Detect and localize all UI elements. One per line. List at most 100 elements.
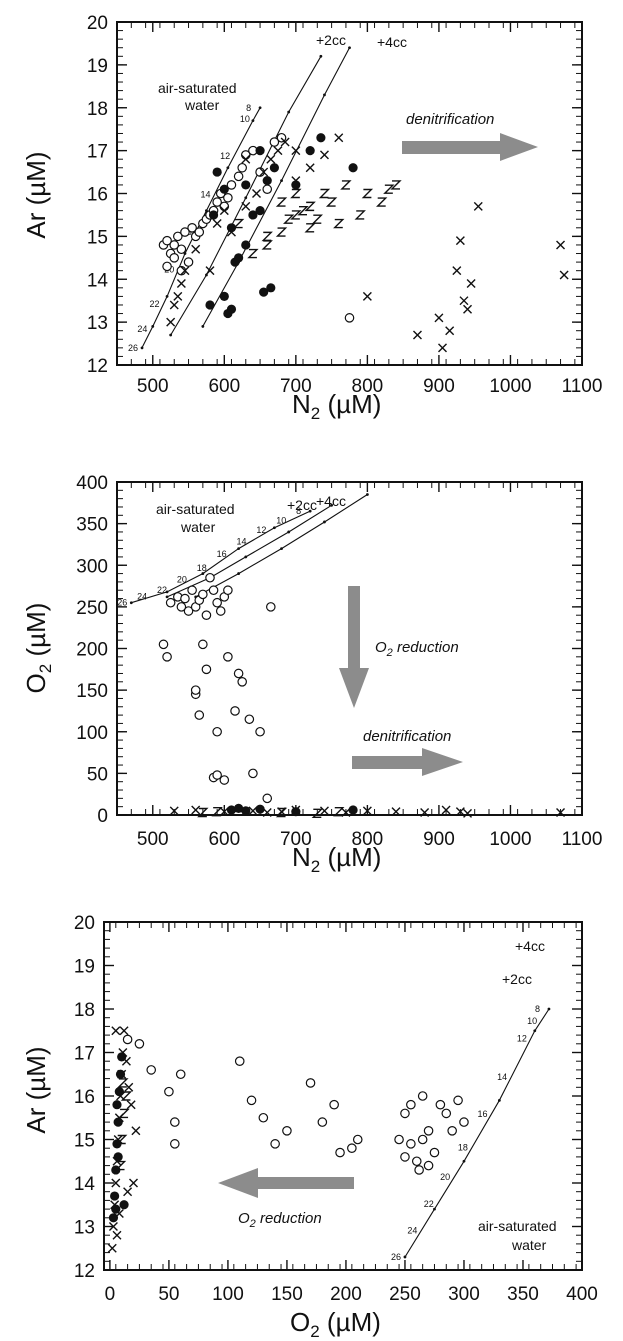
z-marker-point	[211, 806, 223, 817]
open-circle-point	[417, 1134, 428, 1145]
open-circle-point	[165, 597, 176, 608]
open-circle-point	[435, 1099, 446, 1110]
x-tick-label: 400	[566, 1284, 598, 1305]
curve-number-label: 26	[128, 343, 138, 353]
y-tick-label: 17	[87, 142, 108, 163]
x-marker-point	[173, 291, 183, 301]
open-circle-point	[212, 770, 222, 780]
z-marker-point	[261, 240, 273, 250]
curve-number-label: 18	[458, 1143, 468, 1153]
z-marker-point	[318, 188, 331, 199]
y-tick-label: 15	[87, 227, 108, 248]
x-tick-label: 900	[423, 376, 455, 397]
reference-dot	[547, 1007, 551, 1011]
curve-number-label: 12	[517, 1033, 527, 1043]
y-tick-label: 19	[74, 957, 95, 978]
filled-circle-point	[291, 807, 301, 817]
open-circle-point	[248, 768, 258, 779]
open-circle-point	[441, 1108, 452, 1119]
reference-dot	[287, 110, 291, 114]
reference-dot	[272, 526, 276, 530]
x-marker-point	[434, 313, 444, 323]
x-tick-label: 100	[212, 1284, 244, 1305]
x-marker-point	[126, 1100, 136, 1110]
x-marker-point	[334, 133, 344, 143]
filled-circle-point	[305, 146, 315, 156]
reference-dot	[280, 179, 283, 183]
open-circle-point	[234, 1056, 245, 1066]
x-tick-label: 800	[352, 376, 384, 397]
x-tick-label: 600	[208, 829, 240, 850]
reference-dot	[165, 595, 169, 599]
x-marker-point	[319, 806, 329, 816]
x-marker-point	[305, 163, 315, 173]
x-marker-point	[556, 808, 566, 817]
open-circle-point	[317, 1117, 328, 1127]
x-marker-point	[241, 154, 251, 164]
reference-dot	[280, 547, 283, 550]
plus4cc-label: +4cc	[515, 938, 545, 954]
z-marker-point	[117, 1078, 129, 1088]
x-marker-point	[473, 201, 483, 211]
open-circle-point	[169, 240, 180, 250]
x-tick-label: 1000	[489, 829, 531, 850]
y-tick-label: 15	[74, 1131, 95, 1152]
x-tick-label: 500	[137, 829, 169, 850]
reference-dot	[323, 520, 326, 524]
x-marker-point	[219, 206, 229, 216]
filled-circle-point	[119, 1200, 129, 1210]
filled-circle-point	[108, 1213, 119, 1223]
open-circle-point	[158, 639, 169, 650]
x-tick-label: 1100	[562, 376, 603, 397]
x-marker-point	[559, 270, 569, 280]
y-tick-label: 350	[76, 515, 108, 536]
y-axis-title: O2 (µM)	[21, 603, 55, 694]
filled-circle-point	[113, 1117, 123, 1127]
curve-number-label: 8	[535, 1004, 540, 1014]
x-marker-point	[455, 807, 465, 817]
open-circle-point	[187, 585, 197, 596]
plus2cc-label: +2cc	[316, 32, 346, 48]
curve-number-label: 16	[217, 549, 227, 559]
open-circle-point	[170, 1139, 180, 1149]
y-axis-title: Ar (µM)	[21, 151, 51, 238]
filled-circle-point	[219, 291, 229, 301]
filled-circle-point	[269, 163, 279, 173]
x-tick-label: 350	[507, 1284, 539, 1305]
denitrification-arrow	[352, 748, 463, 776]
curve-number-label: 22	[150, 299, 160, 309]
curve-number-label: 20	[177, 575, 187, 585]
filled-circle-point	[113, 1152, 123, 1162]
open-circle-point	[453, 1095, 463, 1106]
open-circle-point	[205, 572, 215, 583]
z-marker-point	[120, 1091, 133, 1101]
z-marker-point	[261, 231, 273, 242]
curve-number-label: 22	[424, 1199, 434, 1209]
z-marker-point	[275, 227, 288, 237]
open-circle-point	[411, 1156, 422, 1167]
open-circle-point	[262, 184, 273, 195]
y-tick-label: 12	[74, 1261, 95, 1282]
x-marker-point	[463, 304, 473, 314]
y-tick-label: 18	[74, 1000, 95, 1021]
x-marker-point	[391, 807, 401, 817]
plus2cc-label: +2cc	[287, 497, 317, 513]
open-circle-point	[162, 652, 172, 662]
x-tick-label: 1000	[489, 376, 531, 397]
x-marker-point	[273, 146, 283, 156]
x-marker-point	[412, 330, 422, 340]
open-circle-point	[212, 726, 222, 737]
y-tick-label: 150	[76, 681, 108, 702]
curve-number-label: 24	[407, 1225, 417, 1235]
open-circle-point	[423, 1126, 434, 1136]
z-marker-point	[304, 223, 316, 233]
x-marker-point	[452, 266, 462, 276]
reference-dot	[237, 572, 241, 575]
z-marker-point	[311, 808, 323, 819]
x-marker-point	[166, 317, 176, 327]
filled-circle-point	[205, 300, 215, 310]
curve-number-label: 14	[497, 1072, 507, 1082]
filled-circle-point	[114, 1087, 124, 1097]
x-marker-point	[123, 1187, 133, 1197]
